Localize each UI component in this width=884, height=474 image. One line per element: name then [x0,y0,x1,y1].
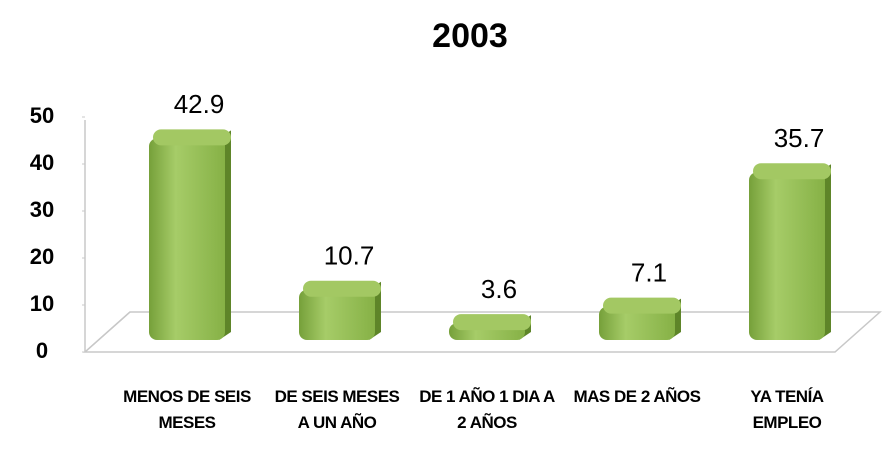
bar-cap [303,280,381,297]
value-label: 35.7 [774,123,825,153]
x-tick-label: MENOS DE SEIS MESES [123,387,251,432]
value-label: 42.9 [174,89,225,119]
floor-edge [84,311,131,353]
bar-cap [753,163,831,180]
chart-title: 2003 [432,17,508,55]
y-tick-label: 20 [30,244,54,269]
y-tick-label: 30 [30,197,54,222]
y-tick-label: 10 [30,291,54,316]
y-tick-label: 50 [30,103,54,128]
bar-cap [453,314,531,331]
y-tick-label: 0 [36,338,48,363]
bar [749,172,825,340]
x-tick-label: DE SEIS MESES A UN AÑO [274,387,400,432]
bar-cap [153,129,231,146]
bar [149,138,225,340]
bar-cap [603,297,681,314]
bar [599,306,675,340]
y-tick-label: 40 [30,150,54,175]
value-label: 3.6 [481,274,517,304]
value-label: 10.7 [324,241,375,271]
value-label: 7.1 [631,258,667,288]
x-tick-label: YA TENÍA EMPLEO [750,387,824,432]
x-tick-label: DE 1 AÑO 1 DIA A 2 AÑOS [419,387,555,432]
x-tick-label: MAS DE 2 AÑOS [573,387,701,406]
bar [299,289,375,340]
